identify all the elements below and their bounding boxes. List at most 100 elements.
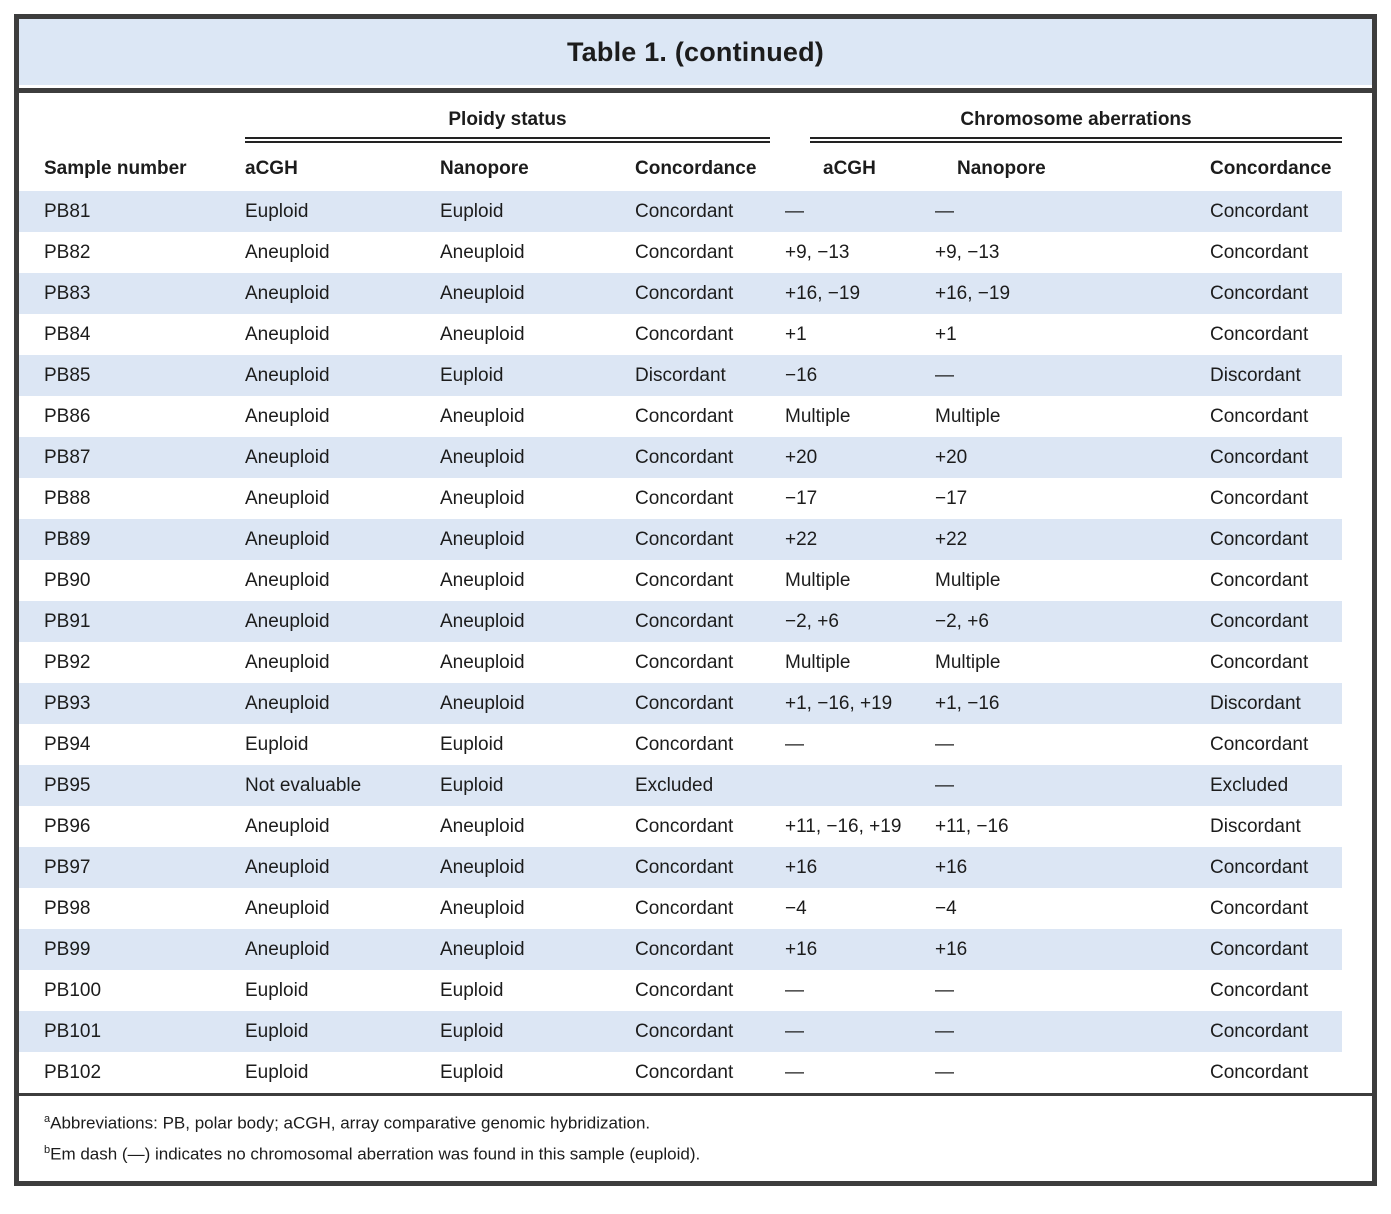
ploidy-nanopore-cell: Euploid (440, 201, 504, 222)
table-row: PB87 Aneuploid Aneuploid Concordant +20 … (19, 437, 1342, 478)
ploidy-acgh-cell: Aneuploid (245, 898, 330, 919)
aberration-concordance-cell: Concordant (1210, 939, 1309, 960)
aberration-concordance-cell: Concordant (1210, 734, 1309, 755)
table-row: PB96 Aneuploid Aneuploid Concordant +11,… (19, 806, 1342, 847)
table-rows: PB81 Euploid Euploid Concordant — — Conc… (19, 191, 1342, 1093)
aberration-nanopore-cell: Multiple (935, 570, 1001, 591)
aberration-acgh-cell: −2, +6 (785, 611, 839, 632)
aberration-acgh-cell: +16 (785, 939, 818, 960)
ploidy-acgh-cell: Aneuploid (245, 611, 330, 632)
sample-cell: PB102 (44, 1062, 102, 1083)
footnote-marker-b: b (44, 1143, 51, 1156)
ploidy-nanopore-cell: Aneuploid (440, 570, 525, 591)
ploidy-acgh-cell: Euploid (245, 1062, 309, 1083)
aberration-concordance-cell: Concordant (1210, 447, 1309, 468)
aberration-nanopore-cell: +22 (935, 529, 968, 550)
aberration-concordance-cell: Concordant (1210, 324, 1309, 345)
aberration-nanopore-cell: −2, +6 (935, 611, 989, 632)
ploidy-acgh-cell: Euploid (245, 201, 309, 222)
ploidy-nanopore-cell: Aneuploid (440, 488, 525, 509)
ploidy-nanopore-cell: Euploid (440, 734, 504, 755)
table-row: PB98 Aneuploid Aneuploid Concordant −4 −… (19, 888, 1342, 929)
group-chromosome-aberrations-label: Chromosome aberrations (960, 109, 1192, 130)
ploidy-concordance-cell: Excluded (635, 775, 714, 796)
ploidy-concordance-cell: Concordant (635, 611, 734, 632)
sample-cell: PB99 (44, 939, 91, 960)
aberration-acgh-cell: +20 (785, 447, 818, 468)
ploidy-concordance-cell: Concordant (635, 529, 734, 550)
group-header-spacer (19, 93, 245, 145)
ploidy-nanopore-cell: Euploid (440, 1062, 504, 1083)
sample-cell: PB96 (44, 816, 91, 837)
table-title-bar: Table 1. (continued) (19, 19, 1372, 85)
table-row: PB84 Aneuploid Aneuploid Concordant +1 +… (19, 314, 1342, 355)
table-row: PB81 Euploid Euploid Concordant — — Conc… (19, 191, 1342, 232)
aberration-acgh-cell: +16 (785, 857, 818, 878)
sample-cell: PB81 (44, 201, 91, 222)
aberration-nanopore-cell: Multiple (935, 652, 1001, 673)
table-title: Table 1. (continued) (566, 36, 824, 67)
ploidy-acgh-cell: Euploid (245, 980, 309, 1001)
ploidy-nanopore-cell: Aneuploid (440, 406, 525, 427)
ploidy-acgh-cell: Aneuploid (245, 693, 330, 714)
ploidy-nanopore-cell: Aneuploid (440, 652, 525, 673)
header-ploidy-acgh: aCGH (245, 157, 298, 179)
aberration-nanopore-cell: — (935, 365, 954, 386)
aberration-concordance-cell: Concordant (1210, 529, 1309, 550)
aberration-acgh-cell: +9, −13 (785, 242, 850, 263)
table-row: PB102 Euploid Euploid Concordant — — Con… (19, 1052, 1342, 1093)
aberration-nanopore-cell: — (935, 775, 954, 796)
ploidy-acgh-cell: Aneuploid (245, 406, 330, 427)
aberration-concordance-cell: Concordant (1210, 488, 1309, 509)
footnote-em-dash: bEm dash (—) indicates no chromosomal ab… (44, 1137, 1352, 1168)
table-row: PB89 Aneuploid Aneuploid Concordant +22 … (19, 519, 1342, 560)
ploidy-acgh-cell: Aneuploid (245, 857, 330, 878)
aberration-nanopore-cell: +16 (935, 939, 968, 960)
table-row: PB90 Aneuploid Aneuploid Concordant Mult… (19, 560, 1342, 601)
ploidy-acgh-cell: Euploid (245, 1021, 309, 1042)
ploidy-nanopore-cell: Aneuploid (440, 529, 525, 550)
sample-cell: PB88 (44, 488, 91, 509)
ploidy-nanopore-cell: Aneuploid (440, 447, 525, 468)
ploidy-nanopore-cell: Aneuploid (440, 898, 525, 919)
footnote-abbreviations-text: Abbreviations: PB, polar body; aCGH, arr… (50, 1113, 651, 1133)
aberration-concordance-cell: Concordant (1210, 242, 1309, 263)
header-sample-number: Sample number (44, 157, 187, 179)
aberration-nanopore-cell: +1 (935, 324, 957, 345)
table-row: PB97 Aneuploid Aneuploid Concordant +16 … (19, 847, 1342, 888)
ploidy-nanopore-cell: Euploid (440, 1021, 504, 1042)
aberration-nanopore-cell: +20 (935, 447, 968, 468)
aberration-acgh-cell: +22 (785, 529, 818, 550)
table-row: PB95 Not evaluable Euploid Excluded — Ex… (19, 765, 1342, 806)
aberration-concordance-cell: Concordant (1210, 1062, 1309, 1083)
aberration-concordance-cell: Concordant (1210, 406, 1309, 427)
table-row: PB101 Euploid Euploid Concordant — — Con… (19, 1011, 1342, 1052)
table-row: PB94 Euploid Euploid Concordant — — Conc… (19, 724, 1342, 765)
aberration-nanopore-cell: +1, −16 (935, 693, 1000, 714)
aberration-concordance-cell: Concordant (1210, 201, 1309, 222)
header-ploidy-nanopore: Nanopore (440, 157, 529, 179)
ploidy-acgh-cell: Aneuploid (245, 488, 330, 509)
aberration-concordance-cell: Concordant (1210, 570, 1309, 591)
aberration-nanopore-cell: — (935, 734, 954, 755)
aberration-concordance-cell: Concordant (1210, 980, 1309, 1001)
aberration-concordance-cell: Concordant (1210, 652, 1309, 673)
column-header-row: Sample number aCGH Nanopore Concordance … (19, 145, 1342, 191)
aberration-concordance-cell: Excluded (1210, 775, 1289, 796)
sample-cell: PB93 (44, 693, 91, 714)
aberration-concordance-cell: Concordant (1210, 283, 1309, 304)
sample-cell: PB83 (44, 283, 91, 304)
ploidy-nanopore-cell: Euploid (440, 365, 504, 386)
aberration-concordance-cell: Discordant (1210, 816, 1301, 837)
table-content: Ploidy status Chromosome aberrations Sam… (19, 93, 1342, 1093)
ploidy-acgh-cell: Aneuploid (245, 283, 330, 304)
ploidy-acgh-cell: Aneuploid (245, 324, 330, 345)
ploidy-nanopore-cell: Aneuploid (440, 324, 525, 345)
aberration-acgh-cell: +16, −19 (785, 283, 861, 304)
aberration-concordance-cell: Concordant (1210, 857, 1309, 878)
aberration-nanopore-cell: Multiple (935, 406, 1001, 427)
ploidy-acgh-cell: Aneuploid (245, 447, 330, 468)
header-ploidy-concordance: Concordance (635, 157, 757, 179)
ploidy-acgh-cell: Euploid (245, 734, 309, 755)
ploidy-concordance-cell: Concordant (635, 734, 734, 755)
